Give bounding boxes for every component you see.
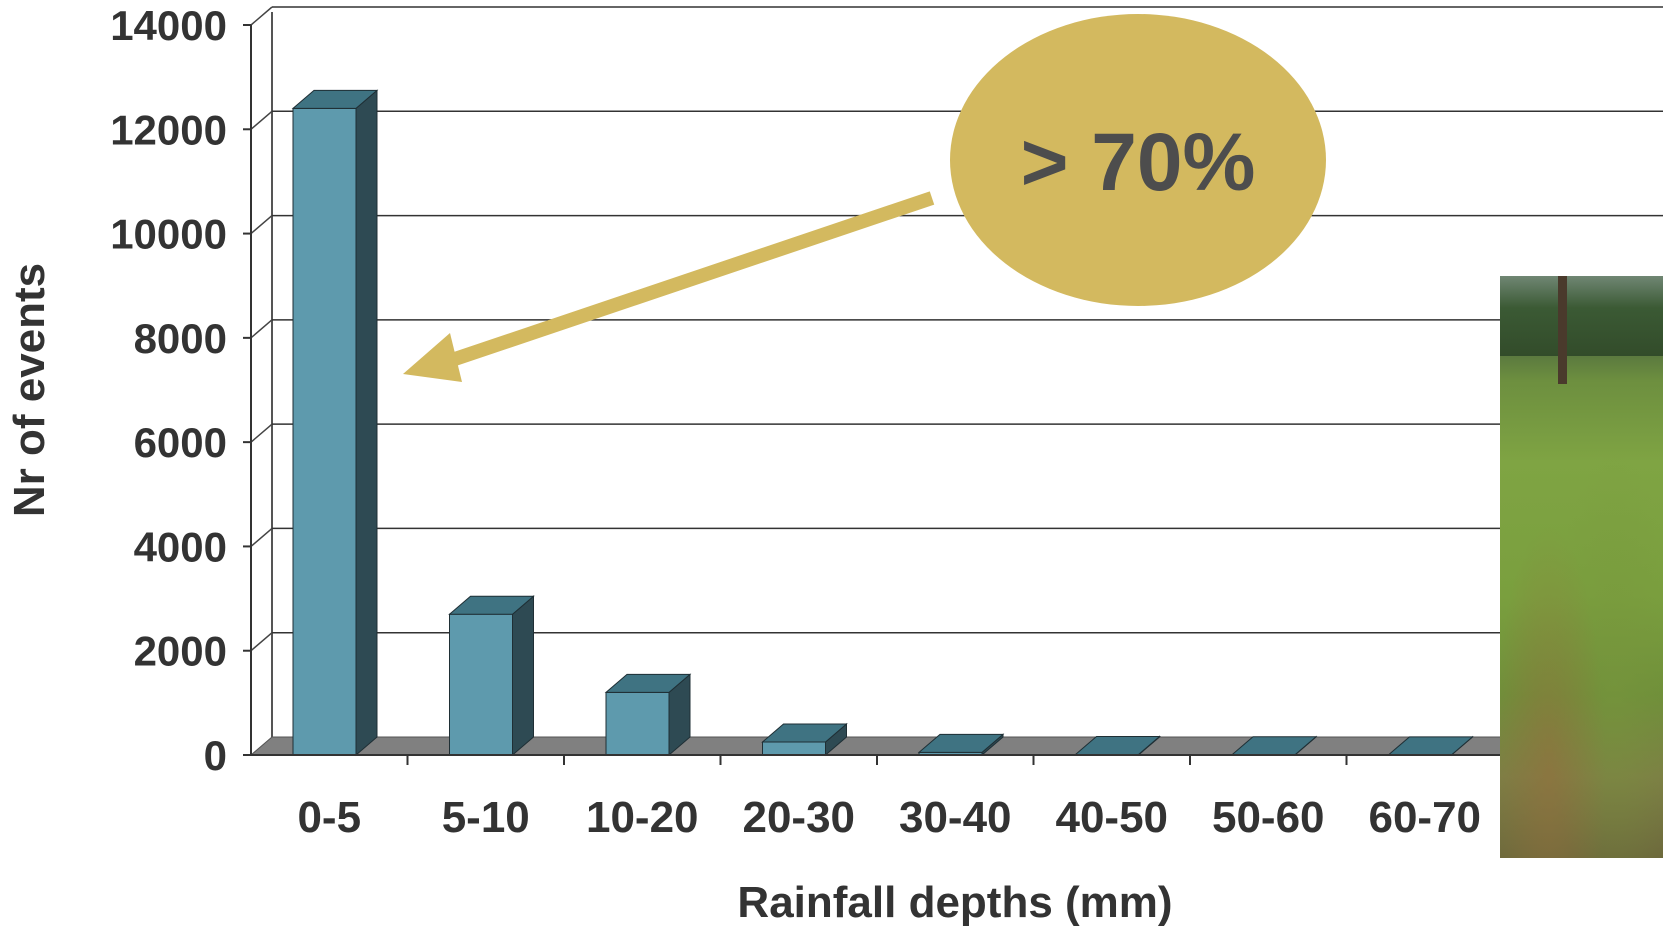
axis-layer: 0 2000 4000 6000 8000 10000 12000 14000 0-5 5-10 1… (110, 2, 1504, 842)
x-tick-label-5-10: 5-10 (442, 793, 530, 842)
bar-front (292, 107, 357, 756)
gridline-depth-7 (250, 6, 273, 26)
gridline-depth-3 (250, 423, 273, 443)
x-tick-label-0-5: 0-5 (297, 793, 361, 842)
y-tick-label-1: 2000 (134, 628, 227, 675)
x-axis-label: Rainfall depths (mm) (737, 878, 1172, 927)
y-tick-label-7: 14000 (110, 2, 227, 49)
annotation-arrow-shaft (443, 191, 935, 369)
annotation-arrow-head (403, 333, 462, 382)
x-tick-label-40-50: 40-50 (1055, 793, 1168, 842)
bar-front (449, 613, 513, 756)
bar-top (604, 673, 692, 693)
x-tick-label-50-60: 50-60 (1212, 793, 1325, 842)
bar-side (355, 89, 378, 757)
bar-10-20 (604, 673, 692, 757)
bar-5-10 (448, 595, 535, 757)
annotation-bubble (950, 14, 1326, 306)
bar-top (761, 723, 848, 743)
bar-top (917, 733, 1005, 753)
bar-top (448, 595, 535, 615)
bar-40-50 (1074, 735, 1161, 757)
rain-garden-photo (1500, 276, 1663, 858)
photo-pole (1558, 276, 1567, 384)
gridline-depth-5 (250, 215, 273, 235)
gridline-depth-4 (250, 319, 273, 339)
y-tick-label-5: 10000 (110, 211, 227, 258)
annotation-layer: > 70% (403, 14, 1326, 382)
y-tick-label-6: 12000 (110, 106, 227, 153)
y-axis-label: Nr of events (5, 263, 54, 517)
bar-front (762, 741, 826, 756)
bars-layer (291, 89, 1474, 757)
gridline-depth-6 (250, 110, 273, 130)
bar-side (512, 595, 534, 757)
bar-0-5 (291, 89, 379, 757)
x-tick-label-30-40: 30-40 (899, 793, 1012, 842)
annotation-label: > 70% (1021, 117, 1256, 208)
y-tick-label-4: 8000 (134, 315, 227, 362)
bar-30-40 (917, 733, 1005, 757)
y-tick-label-0: 0 (204, 732, 227, 779)
gridline-depth-2 (250, 527, 273, 547)
bar-20-30 (761, 722, 848, 757)
gridline-depth-1 (250, 632, 273, 652)
bar-front (605, 691, 670, 756)
photo-trees (1500, 276, 1663, 356)
x-tick-label-60-70: 60-70 (1368, 793, 1481, 842)
x-tick-label-20-30: 20-30 (742, 793, 855, 842)
x-tick-label-10-20: 10-20 (586, 793, 699, 842)
y-tick-label-2: 4000 (134, 523, 227, 570)
y-tick-label-3: 6000 (134, 419, 227, 466)
bar-top (291, 89, 379, 109)
